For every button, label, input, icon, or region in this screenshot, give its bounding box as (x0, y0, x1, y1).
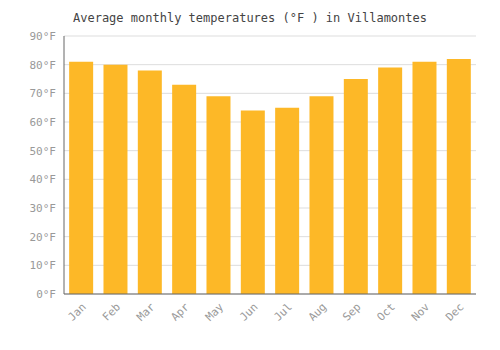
svg-text:30°F: 30°F (30, 202, 57, 215)
svg-text:50°F: 50°F (30, 145, 57, 158)
svg-text:80°F: 80°F (30, 59, 57, 72)
svg-text:Jul: Jul (272, 300, 295, 323)
svg-text:Jun: Jun (237, 300, 260, 323)
svg-text:Nov: Nov (409, 300, 433, 324)
svg-text:10°F: 10°F (30, 259, 57, 272)
svg-text:Mar: Mar (134, 300, 158, 324)
svg-text:Apr: Apr (169, 300, 193, 324)
svg-text:60°F: 60°F (30, 116, 57, 129)
svg-text:Sep: Sep (340, 300, 363, 323)
svg-text:40°F: 40°F (30, 173, 57, 186)
svg-text:70°F: 70°F (30, 87, 57, 100)
html-text:Average monthly temperatures (: Average monthly temperatures (°F ) in Vi… (73, 11, 427, 25)
svg-text:Jan: Jan (66, 300, 89, 323)
svg-text:20°F: 20°F (30, 231, 57, 244)
svg-text:May: May (203, 300, 227, 324)
svg-text:Oct: Oct (375, 300, 398, 323)
svg-text:0°F: 0°F (36, 288, 56, 301)
svg-text:Dec: Dec (443, 300, 466, 323)
svg-text:Feb: Feb (100, 300, 123, 323)
svg-text:Aug: Aug (306, 300, 329, 323)
svg-text:90°F: 90°F (30, 30, 57, 43)
